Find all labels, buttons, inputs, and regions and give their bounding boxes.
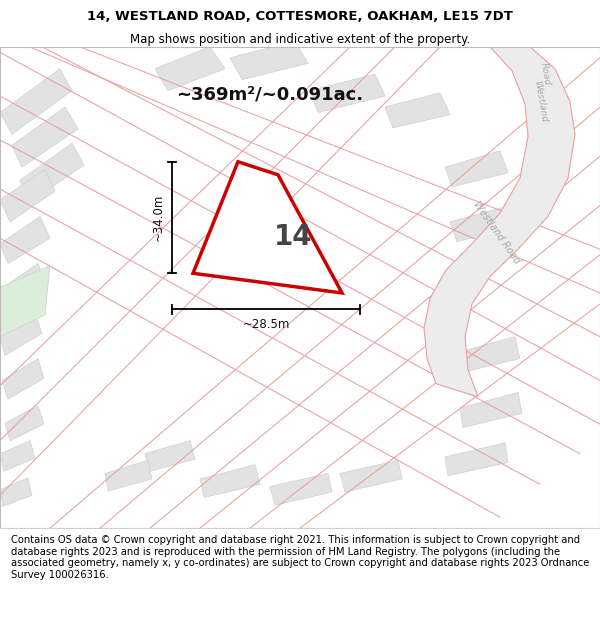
Polygon shape — [455, 337, 520, 372]
Polygon shape — [0, 314, 42, 355]
Polygon shape — [12, 107, 78, 167]
Text: Road: Road — [539, 62, 551, 86]
Polygon shape — [200, 465, 260, 498]
Polygon shape — [0, 441, 35, 471]
Polygon shape — [0, 264, 46, 309]
Polygon shape — [0, 69, 72, 134]
Polygon shape — [445, 442, 508, 476]
Polygon shape — [20, 143, 84, 202]
Text: ~34.0m: ~34.0m — [152, 194, 165, 241]
Polygon shape — [460, 392, 522, 428]
Polygon shape — [2, 359, 44, 399]
Polygon shape — [445, 151, 508, 187]
Polygon shape — [0, 169, 55, 222]
Polygon shape — [145, 441, 195, 471]
Polygon shape — [105, 460, 152, 491]
Polygon shape — [193, 162, 342, 293]
Polygon shape — [310, 74, 385, 112]
Text: ~28.5m: ~28.5m — [242, 318, 290, 331]
Polygon shape — [0, 478, 32, 506]
Polygon shape — [424, 47, 575, 397]
Text: Westland Road: Westland Road — [472, 199, 522, 266]
Text: Westland: Westland — [532, 80, 548, 123]
Text: Contains OS data © Crown copyright and database right 2021. This information is : Contains OS data © Crown copyright and d… — [11, 535, 589, 580]
Text: 14, WESTLAND ROAD, COTTESMORE, OAKHAM, LE15 7DT: 14, WESTLAND ROAD, COTTESMORE, OAKHAM, L… — [87, 10, 513, 23]
Polygon shape — [155, 47, 225, 91]
Polygon shape — [450, 206, 518, 241]
Polygon shape — [230, 41, 308, 79]
Polygon shape — [0, 216, 50, 264]
Text: Map shows position and indicative extent of the property.: Map shows position and indicative extent… — [130, 32, 470, 46]
Polygon shape — [340, 460, 402, 492]
Polygon shape — [5, 406, 44, 441]
Polygon shape — [0, 266, 50, 337]
Text: 14: 14 — [274, 222, 312, 251]
Polygon shape — [270, 474, 332, 505]
Polygon shape — [385, 92, 450, 128]
Text: ~369m²/~0.091ac.: ~369m²/~0.091ac. — [176, 86, 364, 104]
